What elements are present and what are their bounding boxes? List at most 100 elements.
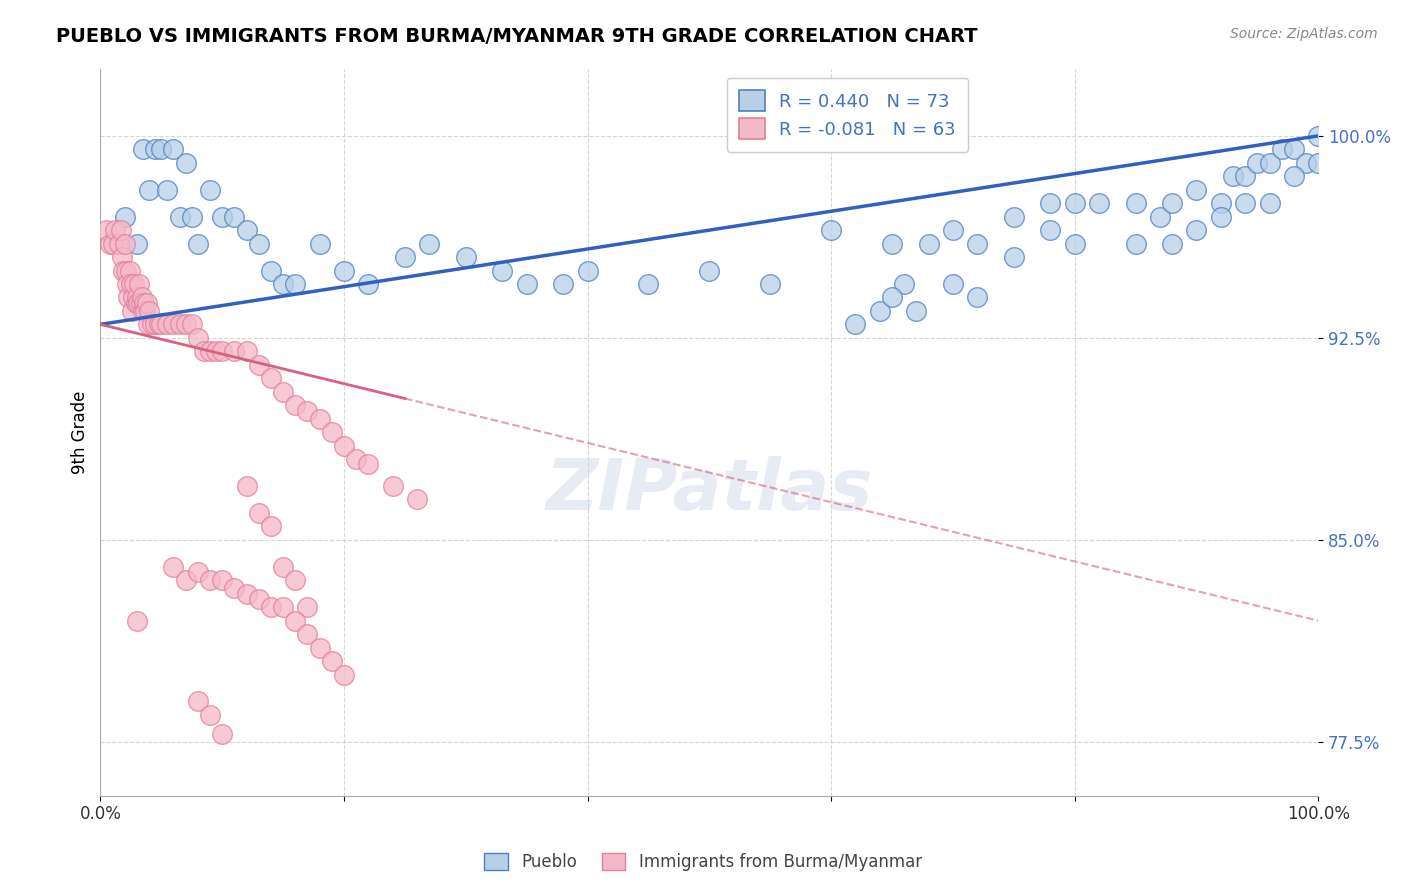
Point [942, 277, 965, 291]
Point [117, 290, 139, 304]
Point [96, 223, 118, 237]
Point [942, 223, 965, 237]
Point [125, 290, 148, 304]
Point [260, 371, 283, 385]
Point [308, 411, 330, 425]
Point [1282, 169, 1305, 184]
Point [1258, 196, 1281, 211]
Point [224, 344, 246, 359]
Text: PUEBLO VS IMMIGRANTS FROM BURMA/MYANMAR 9TH GRADE CORRELATION CHART: PUEBLO VS IMMIGRANTS FROM BURMA/MYANMAR … [56, 27, 977, 45]
Point [966, 236, 988, 251]
Point [169, 318, 191, 332]
Point [576, 263, 599, 277]
Point [138, 183, 160, 197]
Point [1308, 156, 1330, 170]
Point [1185, 183, 1208, 197]
Point [125, 236, 148, 251]
Point [110, 223, 132, 237]
Point [121, 304, 143, 318]
Point [124, 277, 146, 291]
Point [141, 318, 163, 332]
Point [1234, 169, 1257, 184]
Point [284, 277, 307, 291]
Y-axis label: 9th Grade: 9th Grade [72, 391, 89, 474]
Point [124, 296, 146, 310]
Point [271, 559, 294, 574]
Point [260, 519, 283, 533]
Point [1271, 142, 1294, 156]
Point [187, 694, 209, 708]
Point [120, 277, 142, 291]
Point [247, 358, 270, 372]
Point [98, 236, 121, 251]
Point [271, 277, 294, 291]
Point [224, 582, 246, 596]
Point [284, 574, 307, 588]
Point [134, 304, 156, 318]
Point [101, 236, 124, 251]
Point [333, 667, 356, 681]
Point [247, 592, 270, 607]
Point [1282, 142, 1305, 156]
Point [1149, 210, 1171, 224]
Point [174, 156, 197, 170]
Point [321, 425, 343, 439]
Point [143, 142, 166, 156]
Point [357, 458, 380, 472]
Point [260, 263, 283, 277]
Point [1209, 210, 1232, 224]
Point [1308, 128, 1330, 143]
Point [697, 263, 720, 277]
Point [247, 506, 270, 520]
Point [820, 223, 842, 237]
Point [162, 559, 184, 574]
Point [180, 210, 202, 224]
Point [271, 600, 294, 615]
Point [1039, 223, 1062, 237]
Point [112, 263, 135, 277]
Point [150, 318, 173, 332]
Point [169, 210, 191, 224]
Text: Source: ZipAtlas.com: Source: ZipAtlas.com [1230, 27, 1378, 41]
Point [260, 600, 283, 615]
Point [118, 263, 141, 277]
Point [418, 236, 440, 251]
Point [174, 318, 197, 332]
Point [1258, 156, 1281, 170]
Point [1185, 223, 1208, 237]
Point [1063, 196, 1085, 211]
Point [1125, 196, 1147, 211]
Point [1002, 210, 1025, 224]
Point [198, 344, 221, 359]
Point [394, 250, 416, 264]
Point [162, 318, 184, 332]
Point [107, 236, 129, 251]
Point [114, 236, 136, 251]
Point [187, 565, 209, 579]
Point [869, 304, 891, 318]
Point [1222, 169, 1244, 184]
Point [115, 263, 138, 277]
Point [235, 587, 257, 601]
Point [1246, 156, 1268, 170]
Point [759, 277, 782, 291]
Point [235, 344, 257, 359]
Point [917, 236, 939, 251]
Point [297, 627, 319, 641]
Point [271, 384, 294, 399]
Point [966, 290, 988, 304]
Point [198, 708, 221, 723]
Point [115, 277, 138, 291]
Point [104, 223, 127, 237]
Point [308, 640, 330, 655]
Point [111, 250, 134, 264]
Point [198, 574, 221, 588]
Point [491, 263, 513, 277]
Point [150, 142, 173, 156]
Point [211, 344, 233, 359]
Point [132, 142, 155, 156]
Point [1234, 196, 1257, 211]
Point [180, 318, 202, 332]
Point [174, 574, 197, 588]
Point [1039, 196, 1062, 211]
